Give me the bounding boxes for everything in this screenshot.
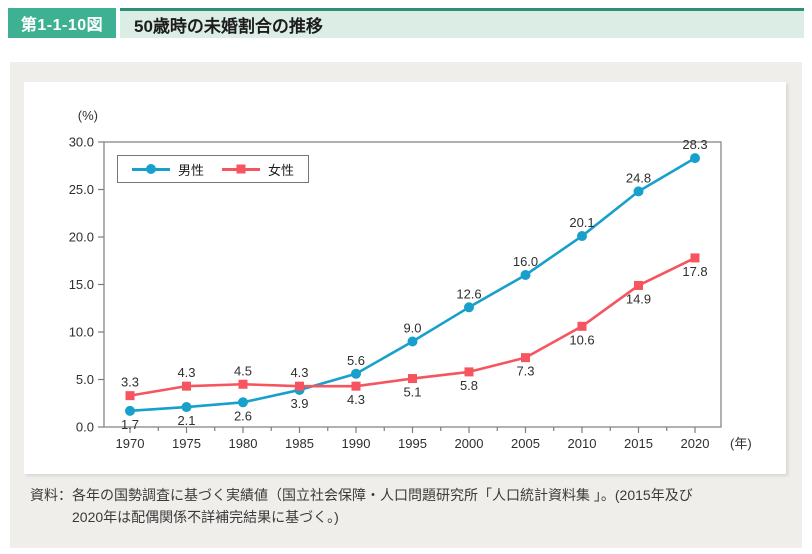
data-point-marker <box>238 379 248 389</box>
data-label: 28.3 <box>682 137 707 152</box>
figure-body-panel: 0.0 5.0 10.0 15.0 20.0 25.0 30.0 1970 1975 1980 19… <box>10 62 802 548</box>
data-label: 4.3 <box>347 392 365 407</box>
legend-item-male: 男性 <box>132 160 204 179</box>
data-point-marker <box>351 368 361 379</box>
series-line-男性 <box>129 157 696 413</box>
data-label: 2.6 <box>234 408 252 423</box>
x-tick-label: 2005 <box>511 436 540 451</box>
legend-label-female: 女性 <box>268 162 295 178</box>
line-chart-svg: 0.0 5.0 10.0 15.0 20.0 25.0 30.0 1970 1975 1980 19… <box>69 108 752 451</box>
data-point-marker <box>181 402 192 413</box>
data-label: 5.8 <box>460 378 478 393</box>
data-label: 5.1 <box>403 385 421 400</box>
y-tick-label: 15.0 <box>69 277 94 292</box>
y-tick-label: 10.0 <box>69 325 94 340</box>
data-label: 24.8 <box>626 170 651 185</box>
data-label: 9.0 <box>403 321 421 336</box>
data-label: 14.9 <box>626 291 651 306</box>
data-label: 20.1 <box>569 215 594 230</box>
data-point-marker <box>633 186 644 197</box>
x-tick-label: 2000 <box>455 436 484 451</box>
x-tick-label: 1990 <box>342 436 371 451</box>
source-note-line-2: 2020年は配偶関係不詳補完結果に基づく。) <box>72 509 339 525</box>
x-tick-label: 2020 <box>681 436 710 451</box>
data-label: 3.3 <box>121 375 139 390</box>
y-tick-label: 25.0 <box>69 182 94 197</box>
data-point-marker <box>351 381 361 391</box>
figure-title-bar: 50歳時の未婚割合の推移 <box>120 8 804 38</box>
source-note-body: 各年の国勢調査に基づく実績値（国立社会保障・人口問題研究所「人口統計資料集 」。… <box>72 484 786 528</box>
data-label: 4.5 <box>234 363 252 378</box>
data-point-marker <box>295 381 304 391</box>
data-point-marker <box>520 270 531 280</box>
x-tick-label: 1970 <box>116 436 145 451</box>
data-label: 3.9 <box>290 396 308 411</box>
data-label: 16.0 <box>513 254 538 269</box>
x-tick-label: 1975 <box>172 436 201 451</box>
data-label: 10.6 <box>569 332 594 347</box>
y-tick-label: 0.0 <box>76 420 94 435</box>
y-tick-label: 5.0 <box>76 372 94 387</box>
data-point-marker <box>577 321 587 331</box>
data-label: 2.1 <box>177 413 195 428</box>
x-tick-label: 1980 <box>229 436 258 451</box>
data-point-marker <box>407 336 418 347</box>
y-axis-unit-label: (%) <box>78 108 98 123</box>
data-label: 1.7 <box>121 417 139 432</box>
data-point-marker <box>125 391 135 401</box>
female-square-marker-icon <box>236 164 246 174</box>
data-point-marker <box>408 374 417 384</box>
figure-title: 50歳時の未婚割合の推移 <box>134 17 323 36</box>
source-note-prefix: 資料： <box>30 487 72 503</box>
x-tick-label: 1995 <box>398 436 427 451</box>
chart-panel: 0.0 5.0 10.0 15.0 20.0 25.0 30.0 1970 1975 1980 19… <box>24 82 786 474</box>
data-label: 17.8 <box>682 264 707 279</box>
data-point-marker <box>238 397 248 408</box>
y-tick-label: 20.0 <box>69 230 94 245</box>
x-axis-unit-label: (年) <box>730 436 752 451</box>
data-point-marker <box>182 381 191 391</box>
source-note-line-1: 各年の国勢調査に基づく実績値（国立社会保障・人口問題研究所「人口統計資料集 」。… <box>72 487 693 503</box>
data-point-marker <box>690 153 700 164</box>
figure-number-badge: 第1-1-10図 <box>8 8 116 38</box>
female-line-swatch <box>222 164 261 174</box>
data-point-marker <box>521 353 530 363</box>
male-line-swatch <box>132 164 170 174</box>
y-tick-label: 30.0 <box>69 135 94 150</box>
legend-label-male: 男性 <box>178 162 205 178</box>
source-note: 資料： 各年の国勢調査に基づく実績値（国立社会保障・人口問題研究所「人口統計資料… <box>30 484 786 528</box>
data-point-marker <box>577 231 587 242</box>
x-tick-label: 2010 <box>568 436 597 451</box>
chart-legend: 男性 女性 <box>117 155 310 183</box>
data-point-marker <box>634 280 643 290</box>
data-label: 4.3 <box>290 365 308 380</box>
data-label: 5.6 <box>347 353 365 368</box>
data-point-marker <box>464 302 474 313</box>
legend-item-female: 女性 <box>222 160 294 179</box>
data-point-marker <box>464 367 474 377</box>
data-label: 12.6 <box>456 286 481 301</box>
data-label: 4.3 <box>177 365 195 380</box>
figure-header: 第1-1-10図 50歳時の未婚割合の推移 <box>8 8 804 38</box>
x-tick-label: 1985 <box>285 436 314 451</box>
data-point-marker <box>125 405 135 416</box>
data-label: 7.3 <box>516 364 534 379</box>
male-circle-marker-icon <box>146 164 156 174</box>
x-tick-label: 2015 <box>624 436 653 451</box>
data-point-marker <box>690 253 700 263</box>
